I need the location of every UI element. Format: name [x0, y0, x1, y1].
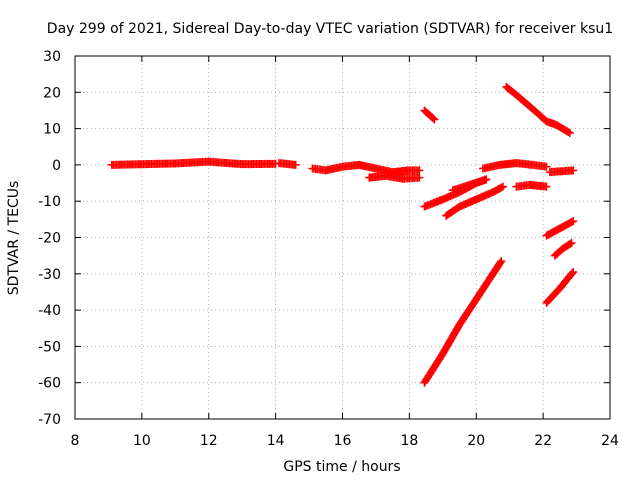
data-segment [107, 157, 280, 169]
data-segment [502, 82, 574, 137]
data-segment [420, 106, 439, 124]
x-tick-label: 8 [71, 433, 80, 449]
data-point [497, 257, 506, 266]
data-point [566, 239, 575, 248]
data-point [496, 258, 505, 267]
y-tick-label: -20 [38, 231, 61, 247]
data-segment [512, 180, 551, 191]
data-segment [550, 238, 576, 260]
x-tick-label: 10 [133, 433, 151, 449]
chart-title: Day 299 of 2021, Sidereal Day-to-day VTE… [47, 21, 613, 37]
x-tick-label: 20 [467, 433, 485, 449]
data-point [569, 166, 578, 175]
x-tick-label: 18 [400, 433, 418, 449]
x-tick-label: 22 [534, 433, 552, 449]
data-point [482, 175, 491, 184]
data-point [568, 269, 577, 278]
y-tick-label: -60 [38, 376, 61, 392]
data-point [564, 128, 573, 137]
data-segment [274, 159, 300, 169]
data-point [499, 182, 507, 191]
data-segment [448, 175, 491, 195]
data-point [567, 238, 576, 247]
data-point [542, 162, 551, 171]
y-tick-label: 10 [43, 122, 61, 138]
data-point [565, 128, 574, 137]
data-point [569, 267, 578, 276]
y-tick-label: -40 [38, 303, 61, 319]
y-axis-label: SDTVAR / TECUs [6, 181, 22, 296]
data-segment [308, 160, 424, 177]
y-tick-label: 30 [43, 49, 61, 65]
data-segment [542, 217, 578, 240]
data-segment [420, 257, 506, 387]
data-segment [545, 166, 578, 177]
data-segment [365, 171, 424, 183]
y-tick-label: -30 [38, 267, 61, 283]
y-tick-label: 20 [43, 85, 61, 101]
y-tick-label: 0 [52, 158, 61, 174]
data-point [415, 173, 424, 182]
x-axis-label: GPS time / hours [283, 459, 400, 475]
x-tick-label: 12 [200, 433, 218, 449]
data-segment [442, 182, 507, 220]
y-tick-label: -50 [38, 339, 61, 355]
data-segment [542, 267, 578, 307]
x-tick-label: 16 [334, 433, 352, 449]
axis-ticks: 8 10 12 14 16 18 20 22 24 -70 -60 -50 -40 -30 -20 -10 0 1… [38, 49, 619, 449]
data-points [107, 82, 578, 387]
y-tick-label: -10 [38, 194, 61, 210]
x-tick-label: 14 [267, 433, 285, 449]
x-tick-label: 24 [601, 433, 619, 449]
data-point [497, 183, 506, 192]
data-point [430, 115, 439, 124]
y-tick-label: -70 [38, 412, 61, 428]
data-point [569, 217, 578, 226]
data-segment [478, 159, 551, 173]
data-point [291, 160, 300, 169]
data-point [415, 166, 424, 175]
data-point [542, 182, 551, 191]
data-point [429, 114, 438, 123]
